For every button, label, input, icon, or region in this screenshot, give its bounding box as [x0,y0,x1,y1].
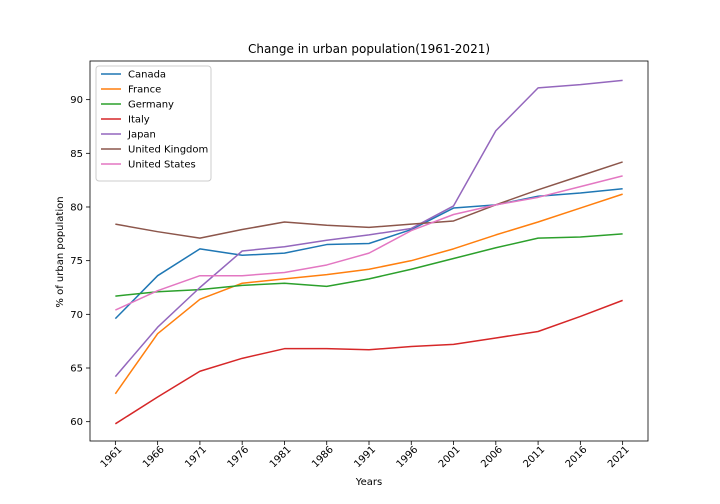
legend-label: Italy [128,115,150,126]
x-tick-label: 1986 [310,444,336,470]
x-tick-label: 2021 [606,444,632,470]
y-tick-label: 85 [70,149,83,160]
x-axis-label: Years [355,477,382,488]
y-tick-label: 65 [70,364,83,375]
y-tick-label: 75 [70,256,83,267]
legend-label: Japan [127,130,156,141]
x-tick-label: 2016 [564,444,590,470]
legend-label: Germany [128,100,174,111]
x-tick-label: 2001 [437,444,463,470]
series-line-japan [114,79,623,378]
x-tick-label: 2011 [521,444,547,470]
series-line-united-states [115,175,623,311]
x-tick-label: 1981 [268,444,294,470]
x-axis: 1961 1966 1971 1976 1981 1986 1991 1996 2001 2006… [99,441,632,470]
legend: Canada France Germany Italy Japan United King… [95,65,212,182]
series-line-united-kingdom [115,161,623,239]
series-line-italy [114,299,623,425]
y-tick-label: 60 [70,417,83,428]
y-tick-label: 90 [70,95,83,106]
chart-title: Change in urban population(1961-2021) [248,42,490,56]
x-tick-label: 1976 [226,444,252,470]
legend-label: United States [128,160,196,171]
y-axis-label: % of urban population [55,196,66,307]
x-tick-label: 1966 [141,444,167,470]
legend-label: United Kingdom [128,145,208,156]
y-tick-label: 70 [70,310,83,321]
series-line-canada [114,187,623,320]
y-axis: 60 65 70 75 80 85 90 [70,95,90,428]
x-tick-label: 1961 [99,444,125,470]
legend-label: Canada [128,70,166,81]
y-tick-label: 80 [70,202,83,213]
series-line-germany [115,233,623,297]
series-line-france [114,193,623,395]
legend-box [95,65,212,182]
legend-label: France [128,85,161,96]
x-tick-label: 2006 [479,444,505,470]
series-layer [114,79,623,425]
x-tick-label: 1996 [395,444,421,470]
x-tick-label: 1971 [183,444,209,470]
x-tick-label: 1991 [352,444,378,470]
